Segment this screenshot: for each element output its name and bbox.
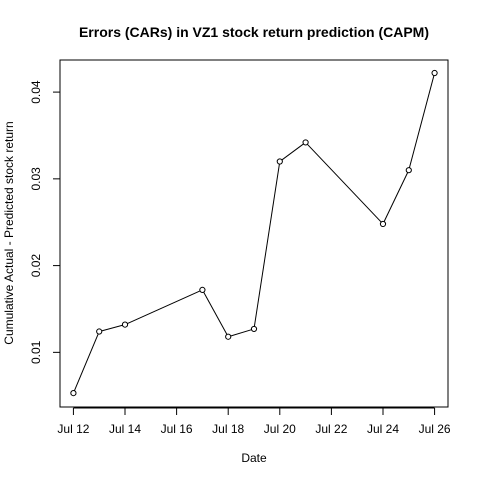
series-segment: [408, 75, 435, 168]
data-point: [276, 158, 283, 165]
x-tick-label: Jul 22: [315, 422, 347, 436]
x-tick-label: Jul 24: [367, 422, 399, 436]
series-segment: [73, 333, 99, 391]
series-segment: [230, 329, 252, 337]
series-segment: [253, 163, 280, 327]
plot-frame: [59, 59, 449, 408]
x-tick-label: Jul 14: [109, 422, 141, 436]
y-axis-label: Cumulative Actual - Predicted stock retu…: [2, 121, 16, 344]
series-segment: [203, 291, 228, 335]
data-point: [199, 286, 206, 293]
x-tick-label: Jul 16: [161, 422, 193, 436]
data-point: [405, 167, 412, 174]
x-axis: Jul 12 Jul 14 Jul 16 Jul 18 Jul 20 Jul 22 Jul …: [57, 407, 451, 436]
series-segment: [127, 290, 201, 324]
data-point: [225, 333, 232, 340]
series-segment: [281, 143, 304, 161]
y-tick-label: 0.03: [29, 167, 43, 191]
data-point: [121, 321, 129, 328]
x-tick-label: Jul 20: [264, 422, 296, 436]
data-point: [250, 325, 258, 333]
series-segment: [383, 172, 409, 222]
series-segment: [101, 324, 123, 332]
series-layer: [70, 69, 438, 397]
data-point: [70, 390, 77, 397]
x-tick-label: Jul 26: [419, 422, 451, 436]
y-axis: 0.01 0.02 0.03 0.04: [29, 80, 61, 364]
y-tick-label: 0.01: [29, 340, 43, 364]
x-tick-label: Jul 12: [57, 422, 89, 436]
chart-title: Errors (CARs) in VZ1 stock return predic…: [79, 24, 429, 40]
y-tick-label: 0.04: [29, 80, 43, 104]
series-segment: [307, 143, 382, 223]
x-axis-label: Date: [241, 451, 267, 465]
x-tick-label: Jul 18: [212, 422, 244, 436]
data-point: [379, 220, 387, 228]
data-point: [431, 69, 438, 77]
y-tick-label: 0.02: [29, 254, 43, 278]
data-point: [96, 328, 103, 335]
data-point: [302, 139, 309, 146]
